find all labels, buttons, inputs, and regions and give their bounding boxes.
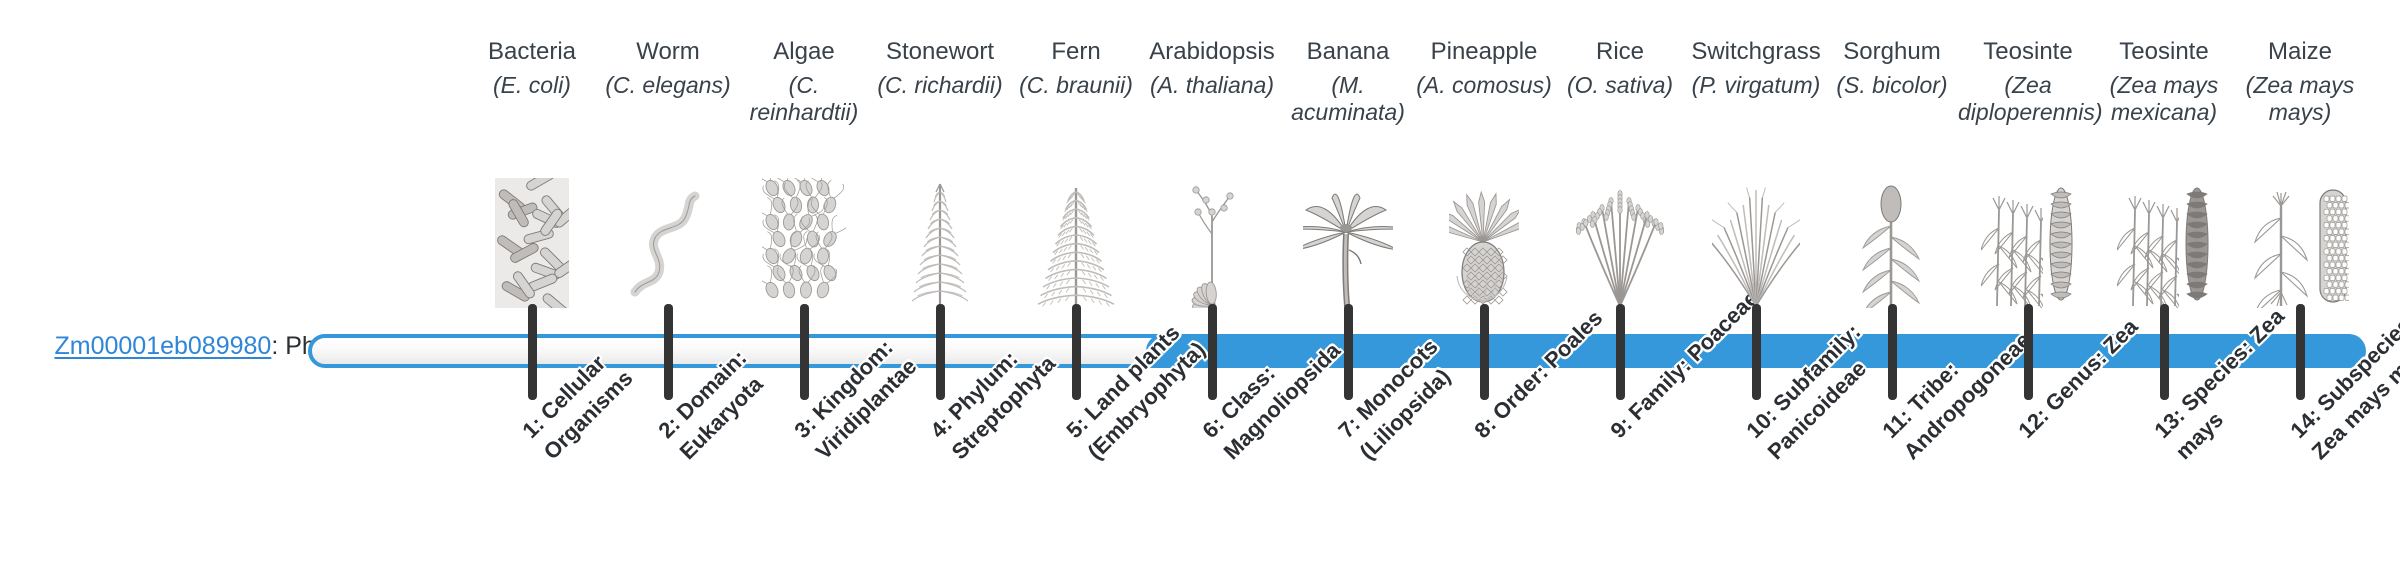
- banana-tree-icon: [1280, 160, 1416, 308]
- species-common-name: Bacteria: [487, 38, 577, 65]
- phylostratum-tick-8[interactable]: [1480, 304, 1489, 400]
- species-column-12: Teosinte (Zea diploperennis) 12: Genus: Ze…: [1958, 0, 2143, 580]
- species-column-2: Worm (C. elegans) 2: Domain: Eukaryota: [600, 0, 767, 580]
- nematode-worm-icon: [600, 160, 736, 308]
- species-scientific-name: (S. bicolor): [1836, 72, 1948, 98]
- teosinte-plant-and-ear-icon: [2096, 160, 2232, 308]
- species-scientific-name: (E. coli): [493, 72, 571, 98]
- gene-id-link[interactable]: Zm00001eb089980: [54, 332, 272, 360]
- gene-label-separator: :: [271, 332, 286, 360]
- species-column-1: Bacteria (E. coli) 1: Cellular Organisms: [464, 0, 638, 580]
- species-column-14: Maize (Zea mays mays) 14: Subspecies: Zea …: [2232, 0, 2400, 580]
- phylostratum-tick-4[interactable]: [936, 304, 945, 400]
- species-scientific-name: (Zea diploperennis): [1958, 72, 2103, 125]
- species-common-name: Sorghum: [1843, 38, 1941, 65]
- phylostratum-tick-10[interactable]: [1752, 304, 1761, 400]
- phylostratum-tick-14[interactable]: [2296, 304, 2305, 400]
- species-scientific-name: (Zea mays mays): [2245, 72, 2355, 125]
- species-column-9: Rice (O. sativa) 9: Family: Poaceae: [1552, 0, 1763, 580]
- pineapple-plant-icon: [1416, 160, 1552, 308]
- species-column-7: Banana (M. acuminata) 7: Monocots (Liliops…: [1280, 0, 1455, 580]
- teosinte-plant-and-ear-icon: [1960, 160, 2096, 308]
- species-common-name: Rice: [1595, 38, 1644, 65]
- species-column-3: Algae (C. reinhardtii) 3: Kingdom: Viridip…: [736, 0, 922, 580]
- species-column-8: Pineapple (A. comosus) 8: Order: Poales: [1416, 0, 1607, 580]
- phylostratum-tick-6[interactable]: [1208, 304, 1217, 400]
- phylostratum-tick-9[interactable]: [1616, 304, 1625, 400]
- species-scientific-name: (C. elegans): [605, 72, 731, 98]
- species-common-name: Maize: [2267, 38, 2333, 65]
- arabidopsis-rosette-icon: [1144, 160, 1280, 308]
- species-common-name: Teosinte: [1983, 38, 2073, 65]
- species-scientific-name: (C. richardii): [877, 72, 1003, 98]
- species-common-name: Banana: [1306, 38, 1390, 65]
- timeline-track: Bacteria (E. coli) 1: Cellular Organisms Wo…: [308, 0, 2400, 580]
- species-column-10: Switchgrass (P. virgatum) 10: Subfamily: P…: [1688, 0, 1871, 580]
- species-common-name: Stonewort: [885, 38, 995, 65]
- species-column-13: Teosinte (Zea mays mexicana) 13: Species: …: [2096, 0, 2289, 580]
- sorghum-plant-icon: [1824, 160, 1960, 308]
- species-column-4: Stonewort (C. richardii) 4: Phylum: Strept…: [872, 0, 1060, 580]
- green-algae-cells-icon: [736, 160, 872, 308]
- species-scientific-name: (M. acuminata): [1291, 72, 1405, 125]
- phylostratum-tick-1[interactable]: [528, 304, 537, 400]
- species-scientific-name: (A. comosus): [1416, 72, 1552, 98]
- species-scientific-name: (P. virgatum): [1691, 72, 1821, 98]
- phylostratum-tick-12[interactable]: [2024, 304, 2033, 400]
- stonewort-alga-icon: [872, 160, 1008, 308]
- species-scientific-name: (Zea mays mexicana): [2109, 72, 2219, 125]
- species-common-name: Teosinte: [2119, 38, 2209, 65]
- rice-plant-icon: [1552, 160, 1688, 308]
- species-common-name: Pineapple: [1430, 38, 1538, 65]
- phylostratum-tick-2[interactable]: [664, 304, 673, 400]
- species-scientific-name: (C. reinhardtii): [749, 72, 859, 125]
- species-scientific-name: (O. sativa): [1566, 72, 1674, 98]
- phylostratum-tick-5[interactable]: [1072, 304, 1081, 400]
- species-common-name: Fern: [1051, 38, 1101, 65]
- species-scientific-name: (A. thaliana): [1149, 72, 1274, 98]
- species-common-name: Switchgrass: [1691, 38, 1821, 65]
- phylostratum-tick-7[interactable]: [1344, 304, 1353, 400]
- species-column-6: Arabidopsis (A. thaliana) 6: Class: Magnol…: [1144, 0, 1345, 580]
- switchgrass-clump-icon: [1688, 160, 1824, 308]
- species-common-name: Algae: [773, 38, 835, 65]
- species-common-name: Worm: [636, 38, 700, 65]
- fern-frond-icon: [1008, 160, 1144, 308]
- maize-plant-and-cob-icon: [2232, 160, 2368, 308]
- bacteria-rods-icon: [464, 160, 600, 308]
- phylostratum-tick-11[interactable]: [1888, 304, 1897, 400]
- species-column-5: Fern (C. braunii) 5: Land plants (Embryoph…: [1008, 0, 1210, 580]
- species-column-11: Sorghum (S. bicolor) 11: Tribe: Andropogon…: [1824, 0, 2035, 580]
- phylostratum-tick-13[interactable]: [2160, 304, 2169, 400]
- species-common-name: Arabidopsis: [1149, 38, 1275, 65]
- species-scientific-name: (C. braunii): [1019, 72, 1133, 98]
- phylostratum-tick-3[interactable]: [800, 304, 809, 400]
